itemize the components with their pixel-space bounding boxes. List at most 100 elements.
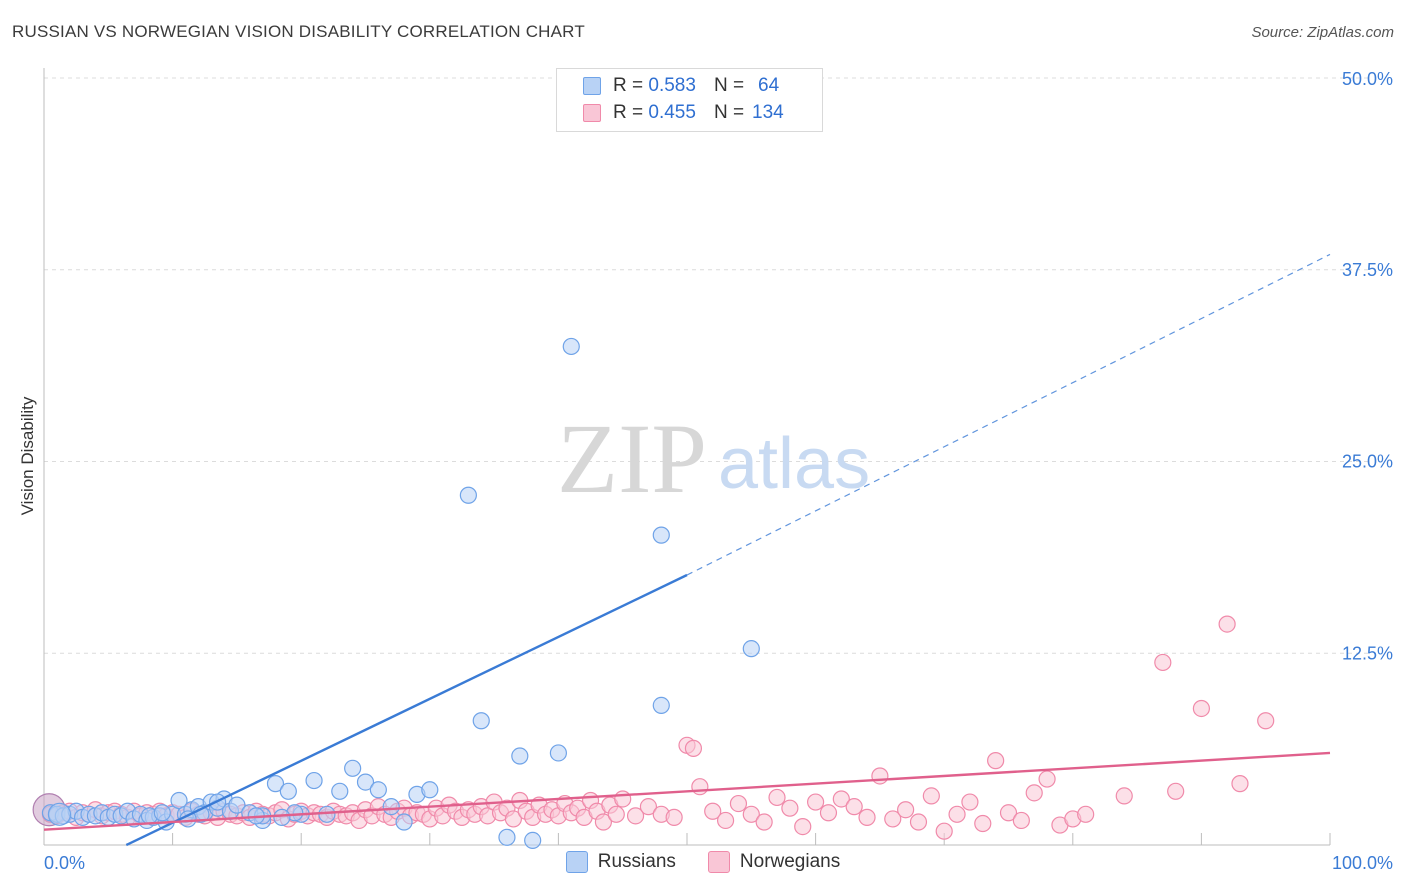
data-point-norwegians: [691, 778, 709, 796]
axes: [43, 68, 1331, 846]
legend-item-russians[interactable]: Russians: [565, 851, 676, 873]
trendline-russians: [125, 573, 688, 847]
data-point-russians: [356, 773, 375, 791]
grid-lines: [44, 77, 1370, 654]
legend-label-russians: Russians: [597, 851, 676, 872]
data-point-russians: [472, 712, 490, 730]
data-point-norwegians: [742, 805, 760, 823]
y-tick-label: 37.5%: [1342, 260, 1393, 280]
data-point-russians: [652, 526, 670, 544]
data-point-norwegians: [1231, 775, 1249, 793]
data-point-russians: [331, 782, 349, 800]
data-point-norwegians: [935, 822, 953, 840]
data-point-norwegians: [704, 802, 722, 820]
data-point-norwegians: [1192, 699, 1211, 718]
data-point-norwegians: [999, 804, 1018, 822]
n-label: N =: [713, 75, 745, 96]
data-point-norwegians: [729, 794, 748, 813]
data-point-norwegians: [974, 814, 992, 833]
data-point-norwegians: [922, 787, 940, 805]
data-point-russians: [153, 804, 171, 822]
legend-label-norwegians: Norwegians: [739, 851, 841, 872]
legend-swatch-norwegians: [707, 851, 730, 873]
data-point-norwegians: [897, 801, 915, 819]
data-point-norwegians: [504, 810, 522, 828]
data-point-norwegians: [607, 805, 625, 823]
data-point-russians: [395, 813, 413, 831]
data-point-russians: [459, 486, 477, 504]
trend-lines: [43, 253, 1331, 847]
data-point-russians: [266, 775, 285, 793]
data-point-russians: [652, 696, 670, 715]
y-tick-label: 50.0%: [1342, 69, 1393, 89]
n-value: 134: [752, 102, 784, 123]
data-point-norwegians: [806, 793, 825, 811]
n-label: N =: [713, 102, 745, 123]
data-point-norwegians: [1077, 805, 1095, 823]
trendline-russians-extension: [686, 253, 1331, 576]
data-point-norwegians: [961, 793, 979, 811]
legend-row-norwegians: R = 0.455 N = 134: [557, 100, 784, 126]
data-point-norwegians: [639, 798, 658, 816]
data-point-norwegians: [858, 808, 876, 826]
data-point-norwegians: [1257, 712, 1275, 730]
data-point-norwegians: [884, 810, 902, 828]
r-value: 0.583: [648, 75, 696, 96]
data-point-norwegians: [909, 813, 928, 831]
data-point-norwegians: [832, 790, 850, 808]
data-point-norwegians: [1218, 615, 1236, 633]
data-point-norwegians: [594, 813, 613, 831]
data-point-norwegians: [665, 808, 683, 826]
data-point-russians: [562, 337, 580, 356]
data-point-norwegians: [614, 790, 632, 808]
data-point-russians: [344, 759, 362, 777]
trendline-norwegians: [43, 751, 1331, 831]
data-point-norwegians: [794, 817, 812, 836]
legend-swatch-norwegians: [583, 104, 601, 122]
legend-item-norwegians[interactable]: Norwegians: [707, 851, 841, 873]
legend-row-russians: R = 0.583 N = 64: [557, 73, 779, 99]
data-point-norwegians: [768, 788, 786, 807]
chart-title: RUSSIAN VS NORWEGIAN VISION DISABILITY C…: [12, 22, 585, 41]
r-value: 0.455: [648, 102, 696, 123]
source-label: Source: ZipAtlas.com: [1251, 24, 1394, 41]
data-point-norwegians: [871, 767, 889, 785]
data-point-russians: [170, 791, 188, 810]
data-point-russians: [511, 747, 529, 765]
data-point-norwegians: [684, 739, 703, 757]
axis-labels: 12.5% 25.0% 37.5% 50.0% 0.0% 100.0% Vision Dis…: [18, 69, 1393, 873]
data-point-norwegians: [781, 799, 799, 817]
data-point-russians: [273, 808, 291, 826]
data-point-norwegians: [987, 752, 1005, 770]
data-point-norwegians: [1115, 787, 1133, 805]
series-legend: Russians Norwegians: [0, 851, 1406, 873]
y-tick-label: 25.0%: [1342, 452, 1393, 472]
r-label: R =: [613, 102, 644, 123]
data-point-russians: [549, 744, 568, 762]
data-point-norwegians: [1154, 653, 1172, 672]
watermark: ZIP atlas: [557, 403, 870, 514]
data-point-norwegians: [1012, 811, 1030, 830]
data-point-norwegians: [755, 813, 773, 831]
data-point-russians: [382, 798, 400, 816]
data-point-russians: [742, 640, 760, 658]
data-point-norwegians: [716, 811, 735, 830]
y-axis-label: Vision Disability: [18, 396, 37, 515]
data-point-norwegians: [1167, 782, 1185, 800]
legend-swatch-russians: [583, 77, 601, 95]
data-point-russians: [421, 781, 439, 799]
data-point-norwegians: [819, 804, 838, 822]
data-point-russians: [369, 781, 387, 799]
data-point-russians: [524, 831, 542, 849]
data-point-russians: [228, 796, 246, 814]
data-point-norwegians: [845, 798, 863, 816]
r-label: R =: [613, 75, 644, 96]
correlation-legend: R = 0.583 N = 64 R = 0.455 N = 134: [556, 68, 823, 132]
data-point-russians: [279, 782, 297, 800]
y-tick-label: 12.5%: [1342, 643, 1393, 663]
data-point-russians: [498, 828, 516, 846]
data-point-norwegians: [948, 805, 966, 823]
data-point-russians: [305, 771, 323, 790]
n-value: 64: [758, 75, 780, 96]
